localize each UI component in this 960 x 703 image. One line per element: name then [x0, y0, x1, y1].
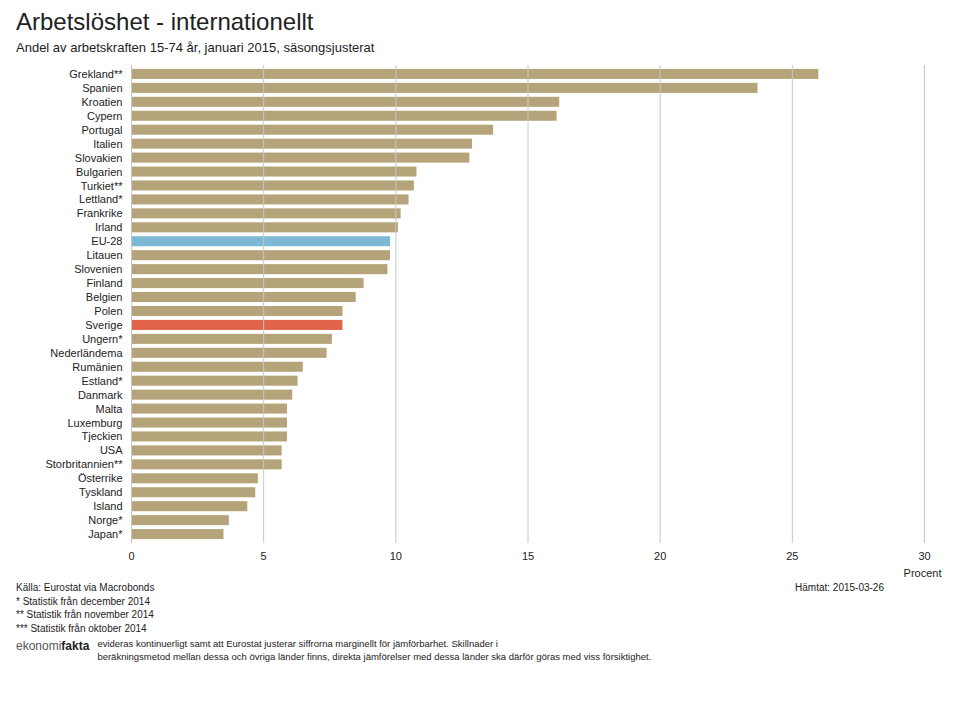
svg-text:Turkiet**: Turkiet**: [81, 179, 123, 191]
svg-text:5: 5: [261, 550, 267, 562]
svg-text:Finland: Finland: [86, 277, 122, 289]
svg-text:Nederländema: Nederländema: [50, 347, 123, 359]
svg-text:Belgien: Belgien: [86, 291, 123, 303]
svg-text:Slovakien: Slovakien: [75, 152, 123, 164]
svg-text:Litauen: Litauen: [86, 249, 122, 261]
svg-text:Norge*: Norge*: [88, 514, 123, 526]
html-text:Arbetslöshet - internationellt: Arbetslöshet - internationellt: [16, 8, 314, 35]
html-text:Hämtat: 2015-03-26: Hämtat: 2015-03-26: [795, 582, 884, 593]
svg-text:Portugal: Portugal: [82, 124, 123, 136]
svg-text:Rumänien: Rumänien: [72, 361, 122, 373]
svg-text:Slovenien: Slovenien: [74, 263, 122, 275]
html-text:Källa: Eurostat via Macrobonds: Källa: Eurostat via Macrobonds * Statist…: [16, 582, 155, 634]
svg-text:Bulgarien: Bulgarien: [76, 166, 122, 178]
svg-text:Lettland*: Lettland*: [79, 193, 123, 205]
svg-text:Procent: Procent: [904, 567, 942, 579]
svg-text:Irland: Irland: [95, 221, 123, 233]
html-text:evideras kontinuerligt samt at: evideras kontinuerligt samt att Eurostat…: [97, 638, 652, 662]
svg-text:Storbritannien**: Storbritannien**: [45, 458, 123, 470]
svg-text:Malta: Malta: [96, 403, 124, 415]
svg-text:30: 30: [918, 550, 930, 562]
svg-text:20: 20: [654, 550, 666, 562]
svg-text:Italien: Italien: [93, 138, 122, 150]
svg-text:Cypern: Cypern: [87, 110, 122, 122]
svg-text:Tyskland: Tyskland: [79, 486, 122, 498]
svg-text:25: 25: [786, 550, 798, 562]
svg-text:Tjeckien: Tjeckien: [82, 430, 123, 442]
svg-text:Luxemburg: Luxemburg: [67, 417, 122, 429]
svg-text:Kroatien: Kroatien: [82, 96, 123, 108]
svg-text:Sverige: Sverige: [85, 319, 122, 331]
svg-text:Ungern*: Ungern*: [82, 333, 123, 345]
svg-text:Estland*: Estland*: [82, 375, 124, 387]
svg-text:Island: Island: [93, 500, 122, 512]
svg-text:Grekland**: Grekland**: [69, 68, 123, 80]
svg-text:Japan*: Japan*: [88, 528, 123, 540]
svg-text:10: 10: [390, 550, 402, 562]
svg-text:Danmark: Danmark: [78, 389, 123, 401]
svg-text:Österrike: Österrike: [78, 472, 123, 484]
svg-text:EU-28: EU-28: [91, 235, 122, 247]
svg-text:Frankrike: Frankrike: [77, 207, 123, 219]
svg-text:0: 0: [128, 550, 134, 562]
svg-text:Spanien: Spanien: [82, 82, 122, 94]
html-text:ekonomi fakta: ekonomi fakta: [16, 639, 90, 653]
svg-text:Polen: Polen: [94, 305, 122, 317]
svg-text:USA: USA: [100, 444, 123, 456]
html-text:Andel av arbetskraften 15-74 å: Andel av arbetskraften 15-74 år, januari…: [16, 40, 375, 55]
svg-text:15: 15: [522, 550, 534, 562]
